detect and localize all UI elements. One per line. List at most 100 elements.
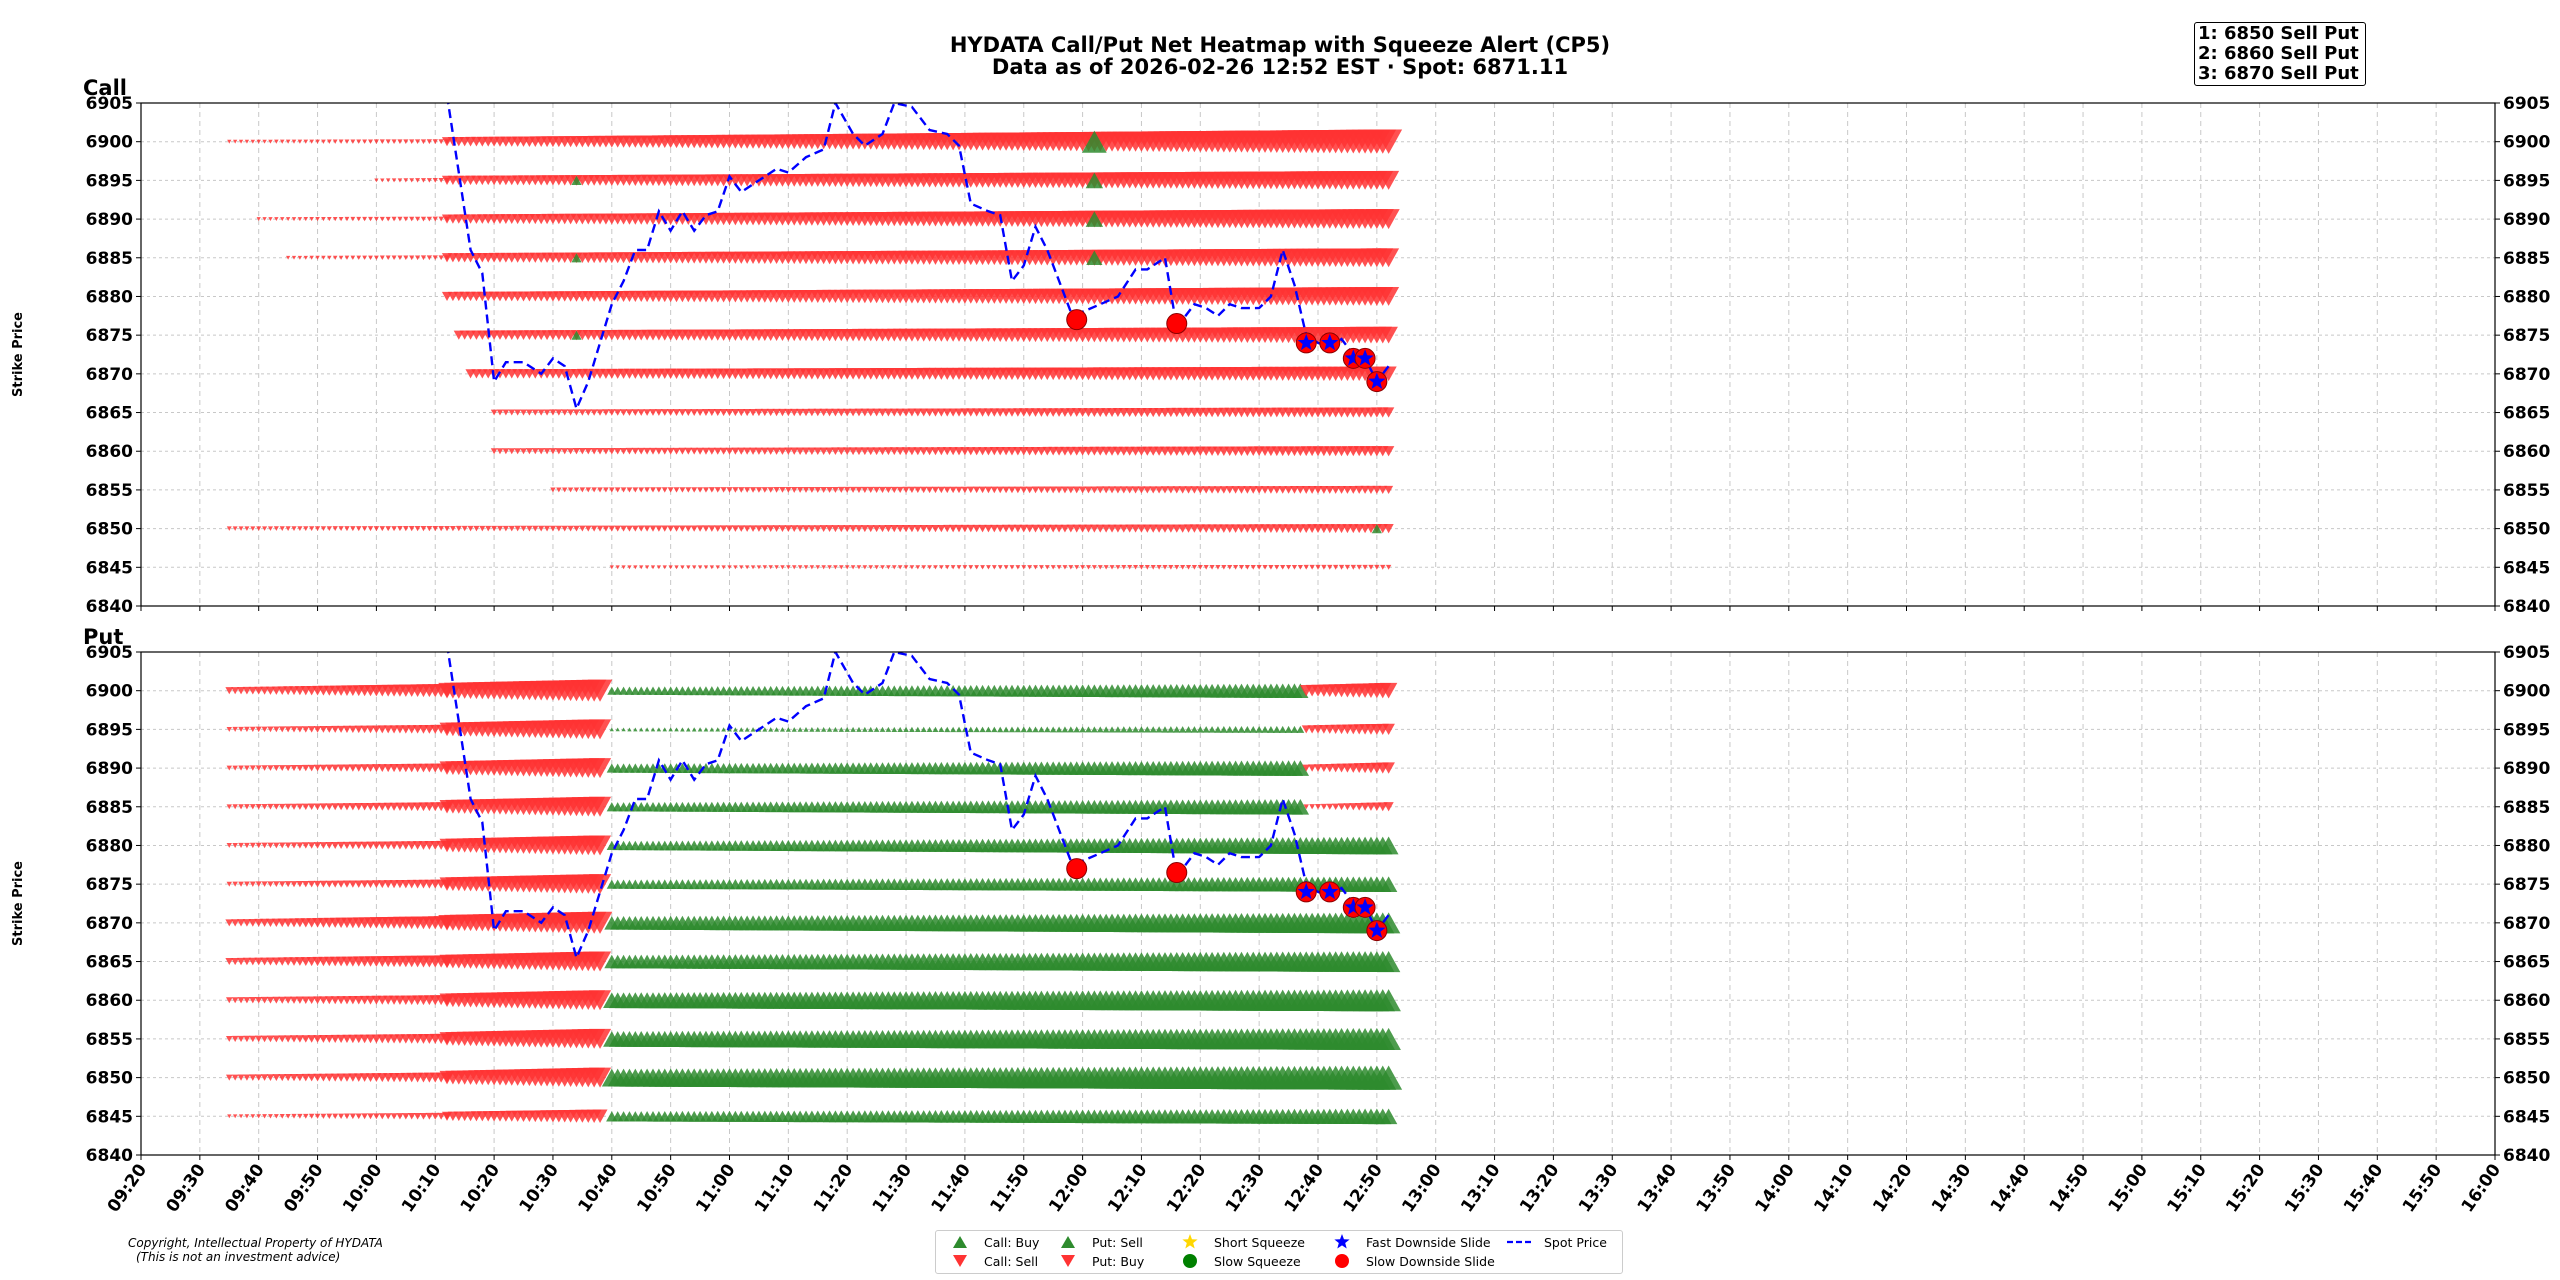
heatmap-marker [232, 526, 238, 531]
heatmap-marker [785, 487, 792, 493]
heatmap-marker [549, 409, 557, 416]
x-tick-label: 09:30 [163, 1160, 211, 1216]
heatmap-marker [837, 408, 846, 417]
heatmap-marker [1356, 564, 1362, 570]
heatmap-marker [342, 841, 351, 850]
heatmap-marker [242, 957, 252, 966]
heatmap-marker [279, 139, 285, 144]
heatmap-marker [331, 841, 340, 849]
heatmap-marker [755, 525, 763, 532]
heatmap-marker [385, 178, 391, 183]
heatmap-marker [330, 1034, 340, 1043]
heatmap-marker [395, 841, 405, 850]
heatmap-marker [255, 726, 262, 733]
heatmap-marker [619, 686, 629, 695]
legend-label: Slow Squeeze [1214, 1253, 1301, 1269]
heatmap-marker [1343, 803, 1352, 811]
heatmap-marker [1020, 486, 1028, 494]
heatmap-marker [1161, 726, 1169, 733]
y-tick-label: 6885 [86, 798, 133, 818]
heatmap-marker [1062, 565, 1068, 570]
heatmap-marker [943, 486, 951, 494]
heatmap-marker [949, 486, 957, 494]
heatmap-marker [1131, 486, 1140, 494]
heatmap-marker [778, 408, 787, 417]
heatmap-marker [1114, 726, 1122, 733]
y-tick-label: 6845 [2503, 1107, 2550, 1127]
heatmap-marker [1348, 485, 1358, 494]
heatmap-marker [267, 765, 274, 771]
heatmap-marker [397, 526, 403, 532]
heatmap-marker [602, 409, 610, 416]
heatmap-marker [244, 842, 250, 849]
heatmap-marker [991, 726, 998, 733]
heatmap-marker [644, 727, 650, 732]
x-tick-label: 12:50 [1340, 1160, 1388, 1216]
y-tick-label: 6855 [86, 481, 133, 501]
heatmap-marker [620, 525, 627, 532]
heatmap-marker [397, 255, 403, 261]
heatmap-marker [1178, 524, 1188, 533]
heatmap-marker [754, 408, 763, 417]
heatmap-marker [285, 217, 291, 222]
heatmap-marker [619, 447, 628, 455]
heatmap-marker [588, 835, 612, 856]
heatmap-marker [325, 842, 334, 849]
heatmap-marker [324, 996, 334, 1005]
heatmap-marker [231, 1074, 239, 1081]
heatmap-marker [332, 1113, 339, 1119]
heatmap-marker [330, 1073, 340, 1082]
ranking-item: 2: 6860 Sell Put [2198, 43, 2359, 64]
spot-price-line [446, 652, 1390, 962]
heatmap-marker [1143, 726, 1151, 733]
heatmap-marker [624, 686, 635, 695]
y-tick-label: 6895 [86, 171, 133, 191]
heatmap-marker [1102, 486, 1111, 494]
heatmap-marker [938, 726, 945, 733]
y-tick-label: 6875 [86, 326, 133, 346]
heatmap-marker [1025, 524, 1034, 533]
heatmap-marker [272, 1074, 281, 1082]
heatmap-marker [226, 804, 232, 810]
heatmap-marker [344, 255, 350, 260]
heatmap-marker [856, 565, 862, 570]
x-tick-label: 15:40 [2340, 1160, 2388, 1216]
heatmap-marker [372, 764, 381, 772]
heatmap-marker [572, 409, 581, 416]
heatmap-marker [348, 803, 357, 811]
heatmap-marker [649, 525, 657, 532]
heatmap-marker [614, 447, 622, 455]
heatmap-marker [379, 526, 386, 532]
heatmap-marker [432, 178, 438, 183]
heatmap-marker [772, 408, 781, 417]
heatmap-marker [342, 1073, 352, 1082]
heatmap-marker [1280, 564, 1286, 570]
heatmap-marker [579, 487, 586, 493]
heatmap-marker [249, 842, 256, 849]
heatmap-marker [643, 409, 651, 416]
heatmap-marker [290, 803, 298, 810]
heatmap-marker [1167, 726, 1175, 733]
heatmap-marker [666, 447, 675, 455]
heatmap-marker [862, 565, 868, 570]
heatmap-marker [390, 1113, 398, 1120]
heatmap-marker [1096, 726, 1104, 733]
heatmap-marker [431, 1112, 440, 1120]
heatmap-marker [367, 1113, 374, 1120]
heatmap-marker [766, 447, 775, 455]
heatmap-marker [319, 880, 328, 888]
heatmap-marker [432, 139, 438, 145]
heatmap-marker [1044, 726, 1051, 733]
heatmap-marker [854, 408, 864, 417]
heatmap-marker [1382, 762, 1395, 774]
heatmap-marker [1219, 486, 1228, 494]
heatmap-marker [232, 804, 238, 810]
heatmap-marker [977, 447, 988, 456]
heatmap-marker [354, 764, 363, 772]
heatmap-marker [255, 996, 263, 1004]
heatmap-marker [414, 216, 421, 222]
heatmap-marker [914, 486, 922, 494]
heatmap-marker [1101, 524, 1111, 533]
heatmap-marker [302, 726, 310, 733]
